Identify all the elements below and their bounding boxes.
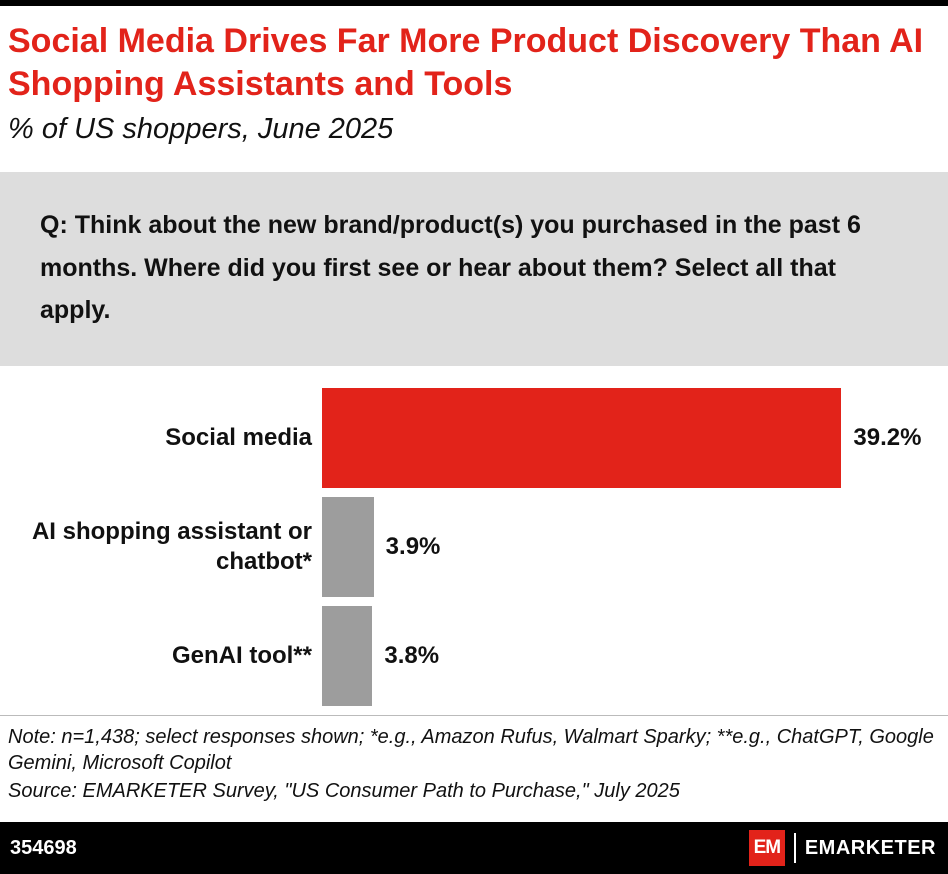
bar-row: Social media 39.2%: [0, 387, 948, 488]
value-label-social-media: 39.2%: [853, 423, 922, 451]
bar-chart: Social media 39.2% AI shopping assistant…: [0, 366, 948, 706]
bar-row: GenAI tool** 3.8%: [0, 605, 948, 706]
bar-area: 39.2%: [322, 387, 948, 488]
header: Social Media Drives Far More Product Dis…: [0, 6, 948, 146]
bar-row: AI shopping assistant or chatbot* 3.9%: [0, 496, 948, 597]
category-label-genai-tool: GenAI tool**: [171, 641, 312, 669]
emarketer-logo: EM EMARKETER: [748, 830, 936, 866]
note-text: Note: n=1,438; select responses shown; *…: [8, 725, 934, 774]
bar-social-media: [322, 387, 842, 488]
category-label-social-media: Social media: [165, 423, 312, 451]
survey-question-text: Q: Think about the new brand/product(s) …: [40, 211, 861, 324]
footnotes: Note: n=1,438; select responses shown; *…: [0, 714, 948, 805]
value-label-ai-shopping-assistant: 3.9%: [385, 532, 441, 560]
emarketer-logo-icon: EM: [748, 830, 785, 866]
survey-question-box: Q: Think about the new brand/product(s) …: [0, 172, 948, 366]
bar-genai-tool: [322, 605, 373, 706]
top-strip: [0, 0, 948, 6]
emarketer-logo-text: EMARKETER: [804, 836, 936, 859]
bar-area: 3.8%: [322, 605, 948, 706]
chart-subtitle: % of US shoppers, June 2025: [8, 113, 394, 145]
footer-bar: 354698 EM EMARKETER: [0, 822, 948, 874]
chart-id: 354698: [10, 836, 77, 859]
category-label-ai-shopping-assistant: AI shopping assistant or chatbot*: [31, 517, 312, 575]
bar-area: 3.9%: [322, 496, 948, 597]
value-label-genai-tool: 3.8%: [384, 641, 440, 669]
bar-ai-shopping-assistant: [322, 496, 374, 597]
logo-separator: [793, 833, 796, 863]
chart-title: Social Media Drives Far More Product Dis…: [8, 22, 924, 103]
source-text: Source: EMARKETER Survey, "US Consumer P…: [8, 780, 680, 803]
